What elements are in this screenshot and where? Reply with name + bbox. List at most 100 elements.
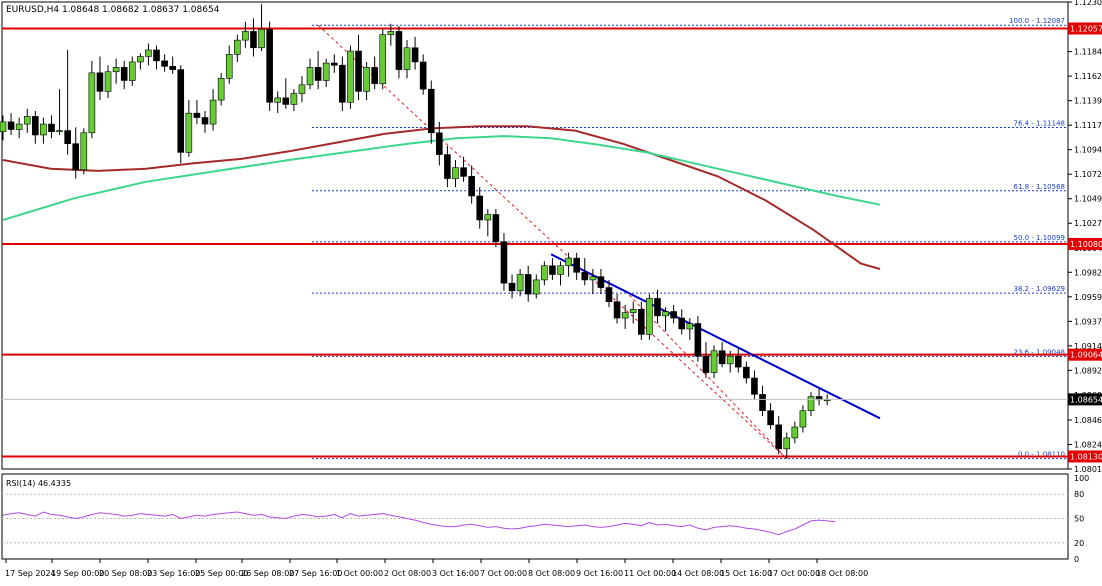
sr-price-tag bbox=[1068, 450, 1102, 463]
candle-body bbox=[48, 123, 55, 132]
candle-body bbox=[355, 50, 362, 92]
candle-body bbox=[775, 424, 782, 450]
candle-body bbox=[638, 309, 645, 335]
candle-body bbox=[492, 214, 500, 243]
candle-body bbox=[452, 167, 459, 179]
candle-body bbox=[436, 132, 443, 155]
candle-body bbox=[371, 67, 378, 85]
candle-body bbox=[112, 67, 120, 73]
candle-body bbox=[799, 410, 807, 428]
rsi-tick-label: 80 bbox=[1074, 490, 1084, 499]
sr-price-tag bbox=[1068, 237, 1102, 250]
candle-body bbox=[88, 72, 96, 134]
candle-body bbox=[298, 84, 306, 94]
candle-body bbox=[169, 66, 176, 70]
candle-body bbox=[565, 257, 572, 267]
candle-body bbox=[605, 287, 613, 303]
candle-body bbox=[363, 67, 370, 92]
fib-level-label: 23.6 - 1.09048 bbox=[1013, 348, 1065, 356]
candle-body bbox=[266, 28, 273, 103]
candle-body bbox=[718, 350, 726, 365]
x-axis-tick-label: 7 Oct 00:00 bbox=[480, 569, 527, 578]
fib-level-label: 76.4 - 1.11148 bbox=[1013, 120, 1065, 128]
candle-body bbox=[670, 311, 677, 319]
x-axis-tick-label: 1 Oct 00:00 bbox=[336, 569, 383, 578]
candle-body bbox=[177, 69, 185, 153]
candle-body bbox=[783, 437, 791, 450]
candle-body bbox=[32, 116, 39, 136]
candle-body bbox=[508, 282, 516, 292]
candle-body bbox=[0, 121, 7, 132]
rsi-tick-label: 20 bbox=[1074, 539, 1084, 548]
candle-body bbox=[56, 130, 63, 132]
candle-body bbox=[15, 123, 23, 130]
x-axis-tick-label: 11 Oct 00:00 bbox=[624, 569, 676, 578]
sr-price-tag bbox=[1068, 348, 1102, 361]
x-axis-tick-label: 18 Oct 08:00 bbox=[816, 569, 868, 578]
candle-body bbox=[573, 257, 580, 273]
trendline bbox=[550, 253, 881, 420]
y-axis-tick-label: 1.09820 bbox=[1074, 268, 1102, 277]
fib-level-label: 38.2 - 1.09629 bbox=[1013, 285, 1065, 293]
x-axis-tick-label: 20 Sep 08:00 bbox=[99, 569, 152, 578]
candle-body bbox=[128, 61, 136, 81]
candle-body bbox=[250, 31, 257, 49]
candle-body bbox=[751, 377, 758, 395]
candle-body bbox=[209, 99, 217, 125]
candle-body bbox=[153, 49, 160, 62]
y-axis-tick-label: 1.09370 bbox=[1074, 317, 1102, 326]
y-axis-tick-label: 1.12300 bbox=[1074, 0, 1102, 7]
candle-body bbox=[549, 265, 556, 275]
candle-body bbox=[96, 72, 104, 92]
x-axis-tick-label: 3 Oct 16:00 bbox=[432, 569, 479, 578]
candle-body bbox=[767, 410, 774, 426]
y-axis-tick-label: 1.10495 bbox=[1074, 195, 1102, 204]
y-axis-tick-label: 1.11395 bbox=[1074, 97, 1102, 106]
candle-body bbox=[557, 265, 564, 275]
candle-body bbox=[589, 276, 597, 281]
candle-body bbox=[500, 241, 508, 284]
candle-body bbox=[23, 116, 31, 125]
candle-body bbox=[234, 39, 241, 55]
candle-body bbox=[161, 60, 168, 67]
candle-body bbox=[217, 77, 225, 101]
candle-body bbox=[468, 176, 475, 197]
rsi-tick-label: 50 bbox=[1074, 515, 1084, 524]
candle-body bbox=[734, 355, 742, 368]
candle-body bbox=[72, 143, 80, 171]
fib-diagonal-line bbox=[317, 24, 788, 460]
rsi-line bbox=[2, 511, 836, 536]
fib-level-label: 100.0 - 1.12087 bbox=[1009, 17, 1065, 25]
candle-body bbox=[225, 54, 233, 79]
candle-body bbox=[282, 97, 290, 105]
candle-body bbox=[242, 31, 249, 41]
candle-body bbox=[476, 195, 484, 221]
candle-body bbox=[823, 399, 831, 402]
fib-level-label: 61.8 - 1.10568 bbox=[1013, 183, 1065, 191]
candle-body bbox=[629, 309, 637, 313]
y-axis-tick-label: 1.08240 bbox=[1074, 440, 1102, 449]
moving-average-line bbox=[2, 135, 881, 221]
moving-average-line bbox=[2, 125, 881, 270]
last-price-tag bbox=[1068, 393, 1102, 406]
sr-price-label: 1.09064 bbox=[1070, 351, 1102, 360]
candle-body bbox=[185, 112, 193, 153]
x-axis-tick-label: 8 Oct 08:00 bbox=[528, 569, 575, 578]
x-axis-tick-label: 17 Sep 2024 bbox=[5, 569, 56, 578]
candle-body bbox=[104, 71, 112, 92]
candle-body bbox=[807, 396, 815, 411]
x-axis-tick-label: 19 Sep 00:00 bbox=[51, 569, 104, 578]
candle-body bbox=[193, 112, 201, 118]
candle-body bbox=[532, 279, 540, 295]
candle-body bbox=[120, 67, 128, 81]
y-axis-tick-label: 1.08465 bbox=[1074, 416, 1102, 425]
y-axis-tick-label: 1.08920 bbox=[1074, 366, 1102, 375]
candle-body bbox=[137, 56, 144, 63]
candle-body bbox=[411, 47, 419, 63]
sr-price-label: 1.08130 bbox=[1070, 452, 1102, 461]
x-axis-tick-label: 15 Oct 16:00 bbox=[720, 569, 772, 578]
candle-body bbox=[7, 121, 15, 130]
candle-body bbox=[524, 274, 532, 295]
